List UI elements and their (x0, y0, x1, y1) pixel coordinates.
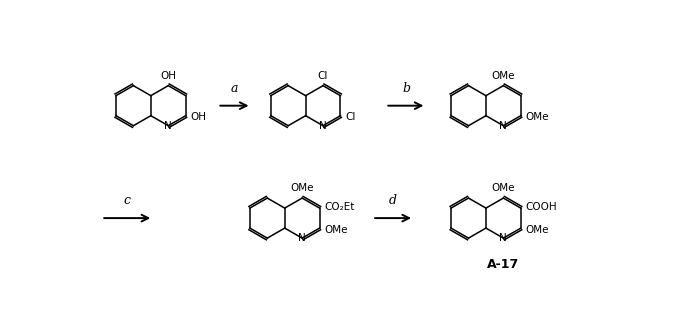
Text: d: d (389, 194, 397, 207)
Text: N: N (298, 233, 306, 243)
Text: OMe: OMe (491, 184, 515, 193)
Text: b: b (402, 82, 410, 95)
Text: OMe: OMe (491, 71, 515, 81)
Text: c: c (123, 194, 130, 207)
Text: OMe: OMe (526, 225, 549, 235)
Text: Cl: Cl (318, 71, 329, 81)
Text: N: N (500, 233, 507, 243)
Text: N: N (500, 121, 507, 131)
Text: a: a (231, 82, 238, 95)
Text: N: N (319, 121, 327, 131)
Text: OMe: OMe (324, 225, 347, 235)
Text: CO₂Et: CO₂Et (324, 202, 354, 211)
Text: OH: OH (160, 71, 176, 81)
Text: A-17: A-17 (487, 258, 519, 271)
Text: OMe: OMe (290, 184, 314, 193)
Text: N: N (164, 121, 172, 131)
Text: COOH: COOH (526, 202, 557, 211)
Text: Cl: Cl (345, 112, 356, 122)
Text: OH: OH (190, 112, 206, 122)
Text: OMe: OMe (526, 112, 549, 122)
